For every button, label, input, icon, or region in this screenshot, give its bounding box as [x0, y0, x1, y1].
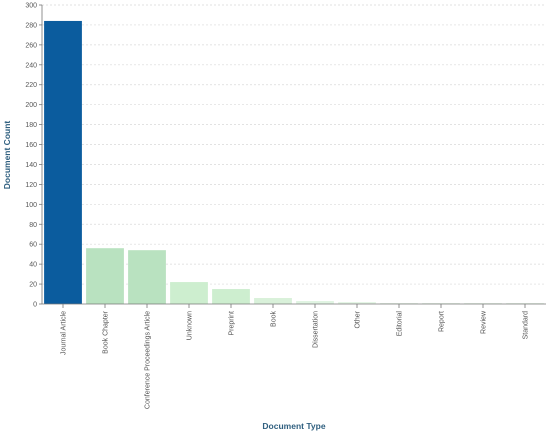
x-tick-label: Review — [481, 310, 488, 334]
bar — [506, 303, 544, 304]
y-axis-title: Document Count — [2, 121, 12, 190]
bar — [44, 20, 82, 305]
bar — [170, 282, 208, 304]
y-tick-label: 180 — [25, 122, 37, 129]
x-tick-label: Editorial — [397, 311, 404, 337]
bar — [254, 298, 292, 304]
x-tick-label: Dissertation — [313, 311, 320, 348]
bar — [212, 289, 250, 304]
y-tick-label: 140 — [25, 162, 37, 169]
bar — [128, 250, 166, 304]
y-tick-label: 280 — [25, 22, 37, 29]
bar — [380, 303, 418, 304]
bar — [422, 303, 460, 304]
x-tick-label: Preprint — [229, 311, 236, 336]
bar — [338, 302, 376, 304]
y-tick-label: 60 — [29, 242, 37, 249]
x-axis: Journal Article Book Chapter Conference Pr… — [42, 303, 546, 409]
y-tick-label: 0 — [33, 302, 37, 309]
y-tick-label: 20 — [29, 282, 37, 289]
y-tick-label: 200 — [25, 102, 37, 109]
x-tick-label: Book — [271, 311, 278, 327]
y-tick-label: 300 — [25, 3, 37, 10]
y-tick-label: 80 — [29, 222, 37, 229]
x-axis-title: Document Type — [262, 421, 325, 431]
x-tick-label: Unknown — [187, 311, 194, 340]
y-tick-label: 240 — [25, 62, 37, 69]
y-axis: 0 20 40 60 80 100 120 140 160 180 200 220 240 260 280 3… — [25, 3, 43, 309]
x-tick-label: Conference Proceedings Article — [145, 311, 152, 409]
x-tick-label: Report — [439, 311, 446, 332]
x-tick-label: Journal Article — [61, 311, 68, 355]
x-tick-label: Standard — [523, 311, 530, 340]
y-tick-label: 100 — [25, 202, 37, 209]
bar — [296, 301, 334, 304]
y-tick-label: 220 — [25, 82, 37, 89]
bar — [464, 303, 502, 304]
y-tick-label: 160 — [25, 142, 37, 149]
y-tick-label: 40 — [29, 262, 37, 269]
x-tick-label: Book Chapter — [103, 310, 110, 353]
gridlines — [42, 4, 546, 285]
y-tick-label: 120 — [25, 182, 37, 189]
x-tick-label: Other — [355, 310, 362, 328]
bars — [44, 20, 544, 305]
y-tick-label: 260 — [25, 42, 37, 49]
bar — [86, 248, 124, 304]
